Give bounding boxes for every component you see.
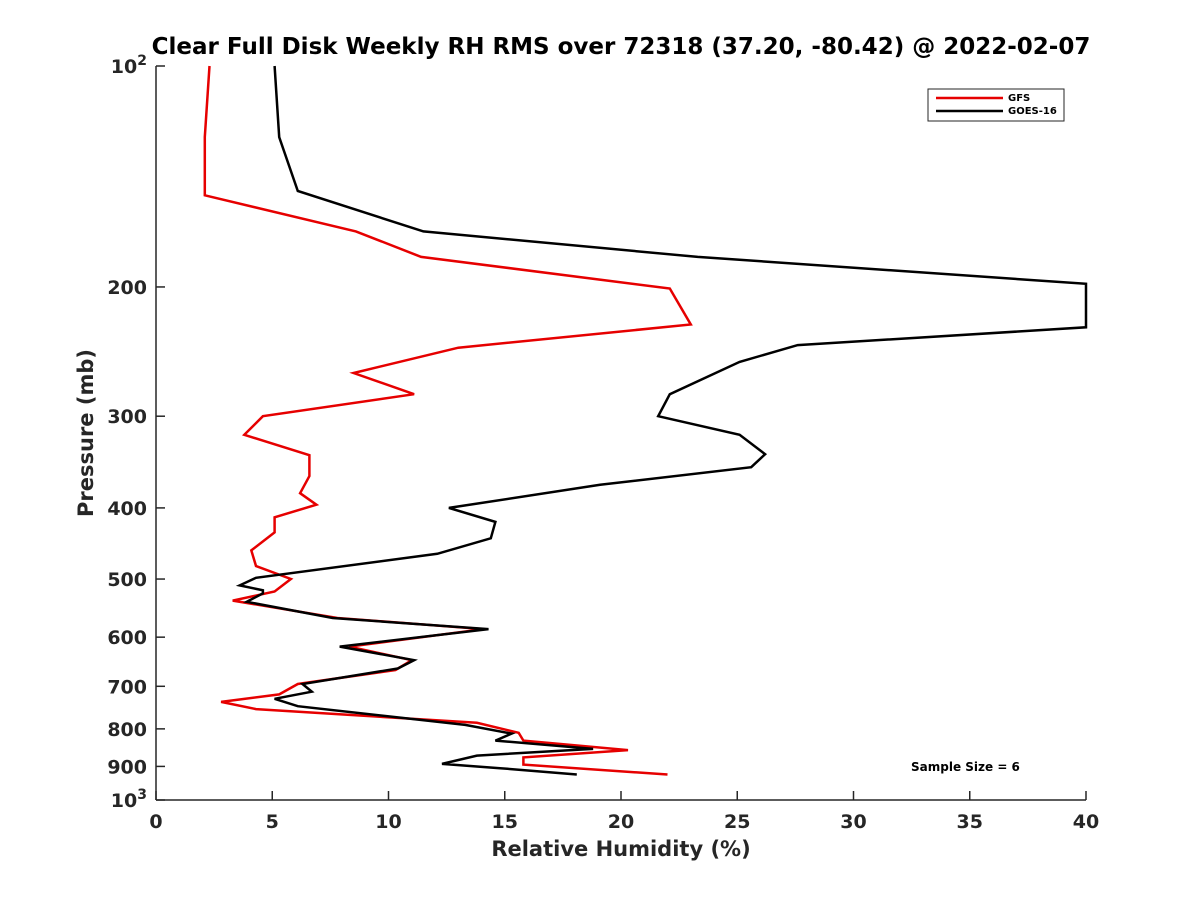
x-tick-label: 20 <box>608 811 634 833</box>
y-tick-label: 102 <box>111 53 147 78</box>
plot-area <box>203 65 1088 776</box>
x-axis-title: Relative Humidity (%) <box>491 837 750 861</box>
x-tick-label: 40 <box>1073 811 1099 833</box>
y-tick-label: 900 <box>107 756 147 778</box>
x-tick-label: 0 <box>149 811 162 833</box>
y-tick-label: 103 <box>111 787 147 812</box>
chart-title: Clear Full Disk Weekly RH RMS over 72318… <box>152 34 1091 60</box>
y-axis-ticks: 102 200 300 400 500 600 700 800 900 103 <box>107 53 165 812</box>
x-tick-label: 10 <box>375 811 401 833</box>
y-tick-label: 300 <box>107 406 147 428</box>
x-tick-label: 25 <box>724 811 750 833</box>
x-tick-label: 30 <box>840 811 866 833</box>
series-line-gfs <box>203 65 693 776</box>
y-tick-label: 500 <box>107 569 147 591</box>
x-tick-label: 5 <box>266 811 279 833</box>
legend: GFS GOES-16 <box>927 88 1065 122</box>
x-axis-ticks: 0 5 10 15 20 25 30 35 40 <box>149 791 1099 833</box>
x-tick-label: 35 <box>957 811 983 833</box>
y-tick-label: 200 <box>107 277 147 299</box>
legend-label-gfs: GFS <box>1008 93 1030 104</box>
legend-label-goes16: GOES-16 <box>1008 106 1057 117</box>
legend-box <box>927 88 1065 122</box>
y-tick-label: 800 <box>107 719 147 741</box>
sample-size-annotation: Sample Size = 6 <box>911 760 1020 774</box>
y-tick-label: 700 <box>107 676 147 698</box>
x-tick-label: 15 <box>492 811 518 833</box>
series-line-goes16 <box>235 65 1088 776</box>
y-tick-label: 600 <box>107 627 147 649</box>
y-axis-title: Pressure (mb) <box>74 349 98 517</box>
y-tick-label: 400 <box>107 498 147 520</box>
